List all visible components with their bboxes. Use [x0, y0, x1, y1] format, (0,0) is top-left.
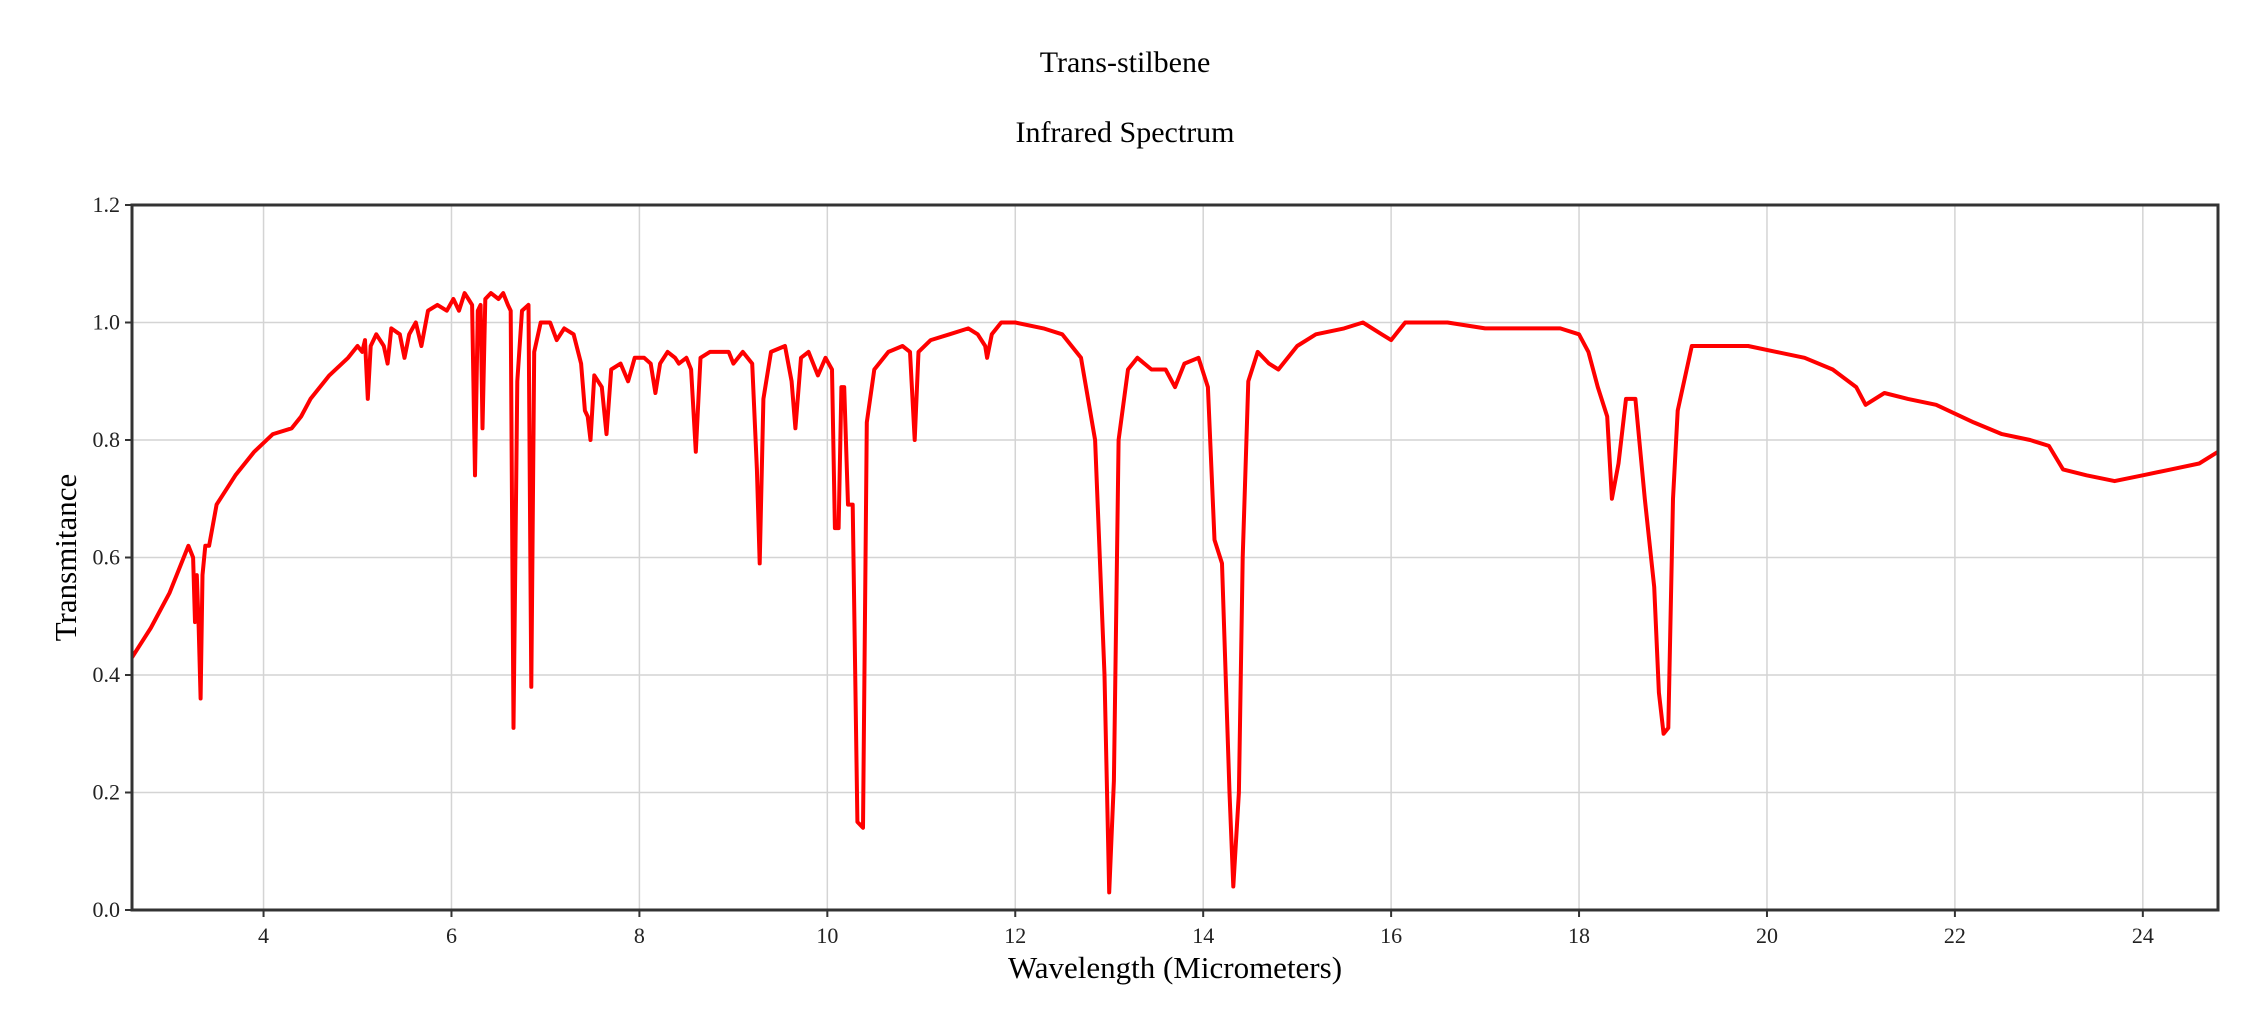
- y-tick-label: 0.4: [93, 662, 121, 687]
- x-tick-label: 12: [1004, 923, 1026, 948]
- chart-title: Trans-stilbene: [1039, 46, 1211, 79]
- y-tick-label: 1.0: [93, 310, 121, 335]
- x-tick-label: 4: [258, 923, 269, 948]
- x-tick-label: 10: [816, 923, 838, 948]
- y-tick-label: 1.2: [93, 192, 121, 217]
- y-axis-label: Transmitance: [48, 474, 83, 642]
- x-tick-label: 24: [2132, 923, 2154, 948]
- x-axis-label: Wavelength (Micrometers): [1008, 950, 1342, 985]
- x-tick-label: 22: [1944, 923, 1966, 948]
- x-tick-label: 20: [1756, 923, 1778, 948]
- y-axis: 0.0 0.2 0.4 0.6 0.8 1.0 1.2: [93, 192, 132, 922]
- x-tick-label: 16: [1380, 923, 1402, 948]
- series-line: [132, 291, 2218, 895]
- x-tick-label: 8: [634, 923, 645, 948]
- x-tick-label: 14: [1192, 923, 1214, 948]
- x-tick-label: 18: [1568, 923, 1590, 948]
- chart-subtitle: Infrared Spectrum: [1015, 116, 1235, 149]
- y-tick-label: 0.0: [93, 897, 121, 922]
- y-tick-label: 0.6: [93, 545, 121, 570]
- y-tick-label: 0.8: [93, 427, 121, 452]
- x-axis: 4 6 8 10 12 14 16 18 20 22 24: [258, 910, 2154, 948]
- y-tick-label: 0.2: [93, 780, 121, 805]
- x-tick-label: 6: [446, 923, 457, 948]
